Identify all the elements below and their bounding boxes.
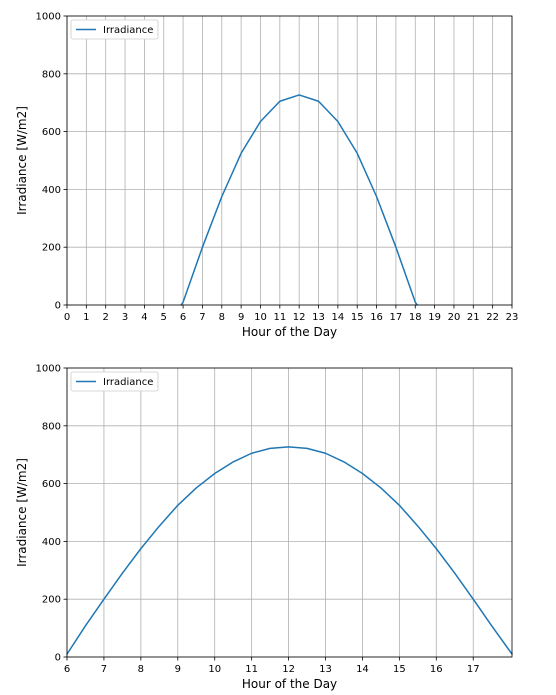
y-tick-label: 200 (42, 595, 61, 606)
y-tick-label: 600 (42, 479, 61, 490)
x-tick-label: 6 (180, 312, 186, 323)
x-axis-label: Hour of the Day (242, 325, 337, 339)
x-tick-label: 9 (175, 664, 181, 675)
plot-frame (66, 15, 513, 306)
x-tick-label: 23 (506, 312, 519, 323)
x-tick-label: 8 (219, 312, 225, 323)
legend-box (70, 371, 159, 392)
x-tick-label: 22 (486, 312, 499, 323)
y-tick-label: 200 (42, 243, 61, 254)
x-tick-label: 15 (393, 664, 406, 675)
y-tick-label: 1000 (36, 12, 61, 23)
y-tick-label: 600 (42, 127, 61, 138)
x-tick-label: 13 (319, 664, 332, 675)
x-tick-label: 21 (467, 312, 480, 323)
x-tick-label: 14 (356, 664, 369, 675)
y-tick-label: 800 (42, 421, 61, 432)
x-tick-label: 0 (64, 312, 70, 323)
y-tick-label: 0 (55, 653, 61, 664)
legend: Irradiance (70, 19, 159, 40)
legend-label: Irradiance (103, 25, 153, 36)
x-tick-label: 9 (238, 312, 244, 323)
x-tick-label: 10 (208, 664, 221, 675)
y-axis-label: Irradiance [W/m2] (15, 458, 29, 567)
x-tick-label: 11 (245, 664, 258, 675)
y-tick-label: 400 (42, 537, 61, 548)
x-tick-label: 16 (370, 312, 383, 323)
x-tick-label: 12 (282, 664, 295, 675)
chart-1: 0 1 2 3 4 5 6 7 8 9 10 11 12 13 14 15 16 17 18 19 20 21 22 2302… (15, 12, 518, 340)
x-tick-label: 16 (430, 664, 443, 675)
y-tick-label: 0 (55, 301, 61, 312)
plot-frame (66, 367, 513, 658)
x-tick-label: 10 (254, 312, 267, 323)
legend-label: Irradiance (103, 377, 153, 388)
x-tick-label: 14 (332, 312, 345, 323)
y-tick-label: 1000 (36, 364, 61, 375)
chart-2: 6 7 8 9 10 11 12 13 14 15 16 17 0 200 400 600 800 1000 Hou… (15, 364, 513, 691)
x-tick-label: 12 (293, 312, 306, 323)
x-tick-label: 20 (448, 312, 461, 323)
x-tick-label: 8 (138, 664, 144, 675)
x-tick-label: 13 (312, 312, 325, 323)
x-tick-label: 7 (199, 312, 205, 323)
x-tick-label: 17 (390, 312, 403, 323)
x-tick-label: 18 (409, 312, 422, 323)
series-line-irradiance (180, 94, 418, 306)
x-tick-label: 2 (103, 312, 109, 323)
x-tick-label: 4 (141, 312, 147, 323)
x-tick-label: 17 (467, 664, 480, 675)
x-tick-label: 11 (273, 312, 286, 323)
x-tick-label: 3 (122, 312, 128, 323)
x-tick-label: 7 (101, 664, 107, 675)
x-tick-label: 5 (161, 312, 167, 323)
x-tick-label: 19 (428, 312, 441, 323)
series-line-irradiance (66, 446, 513, 655)
x-axis-label: Hour of the Day (242, 677, 337, 691)
y-axis-label: Irradiance [W/m2] (15, 106, 29, 215)
legend-box (70, 19, 159, 40)
legend: Irradiance (70, 371, 159, 392)
x-tick-label: 15 (351, 312, 364, 323)
y-tick-label: 400 (42, 185, 61, 196)
y-tick-label: 800 (42, 69, 61, 80)
x-tick-label: 1 (83, 312, 89, 323)
x-tick-label: 6 (64, 664, 70, 675)
